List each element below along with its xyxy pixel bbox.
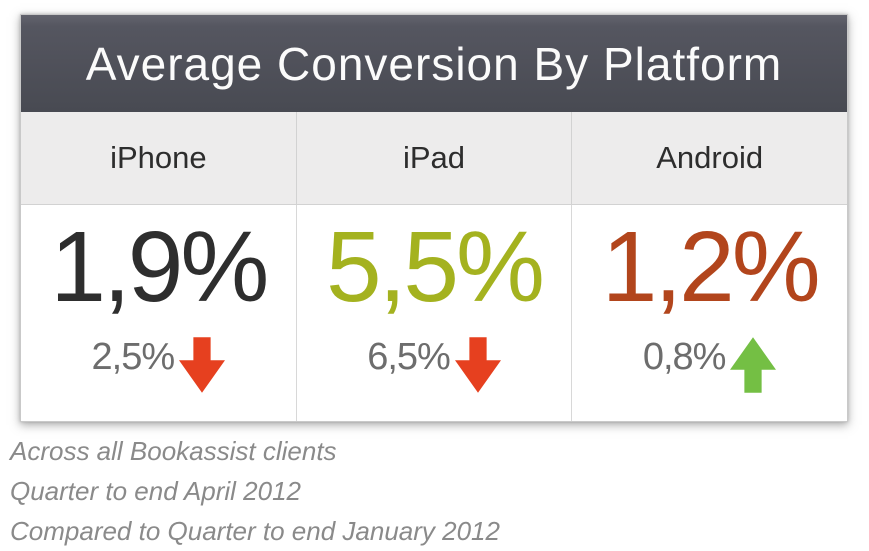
- footnotes: Across all Bookassist clients Quarter to…: [10, 431, 500, 551]
- column-header-row: iPhone iPad Android: [21, 112, 847, 205]
- ipad-previous-row: 6,5%: [367, 329, 501, 393]
- android-previous-row: 0,8%: [642, 329, 777, 393]
- trend-up-icon: [730, 337, 777, 393]
- conversion-table: Average Conversion By Platform iPhone iP…: [20, 14, 848, 422]
- column-header-android: Android: [656, 140, 764, 175]
- value-cell-iphone: 1,9% 2,5%: [21, 205, 297, 421]
- column-header-iphone: iPhone: [21, 112, 297, 204]
- value-cell-android: 1,2% 0,8%: [572, 205, 847, 421]
- value-row: 1,9% 2,5% 5,5% 6,5% 1,2% 0,8%: [21, 205, 847, 421]
- trend-up-arrow-shape: [730, 337, 777, 393]
- iphone-conversion-value: 1,9%: [50, 211, 269, 323]
- android-conversion-value: 1,2%: [601, 211, 821, 323]
- footnote-quarter: Quarter to end April 2012: [10, 476, 301, 506]
- trend-down-icon: [454, 337, 501, 393]
- iphone-previous-row: 2,5%: [91, 329, 226, 393]
- iphone-previous-value: 2,5%: [91, 335, 176, 378]
- trend-down-arrow-shape: [179, 337, 226, 393]
- footnote-comparison: Compared to Quarter to end January 2012: [10, 516, 500, 546]
- ipad-conversion-value: 5,5%: [326, 211, 545, 323]
- trend-down-icon: [179, 337, 226, 393]
- footnote-clients: Across all Bookassist clients: [10, 436, 337, 466]
- android-previous-value: 0,8%: [642, 335, 727, 378]
- value-cell-ipad: 5,5% 6,5%: [297, 205, 573, 421]
- column-header-ipad: iPad: [297, 112, 573, 204]
- trend-down-arrow-shape: [454, 337, 501, 393]
- table-title: Average Conversion By Platform: [85, 37, 783, 90]
- table-header: Average Conversion By Platform: [21, 15, 847, 112]
- ipad-previous-value: 6,5%: [367, 335, 451, 378]
